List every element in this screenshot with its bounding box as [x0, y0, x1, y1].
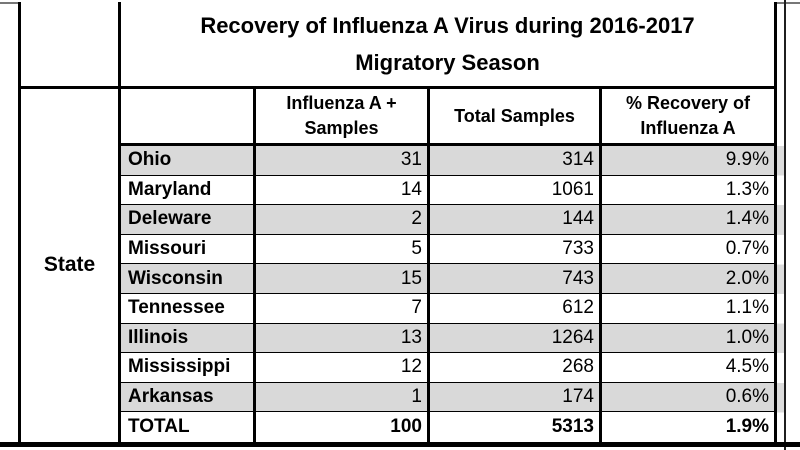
- pct-cell: 1.4%: [602, 205, 774, 235]
- positive-cell: 15: [256, 264, 430, 294]
- total-row-label: TOTAL: [121, 412, 256, 442]
- pct-cell: 0.6%: [602, 382, 774, 413]
- total-cell: 268: [430, 353, 602, 383]
- state-cell: Ohio: [121, 146, 256, 176]
- positive-cell: 1: [256, 382, 430, 413]
- total-cell: 1061: [430, 175, 602, 206]
- pct-cell: 1.3%: [602, 176, 774, 206]
- positive-cell: 100: [256, 412, 430, 442]
- state-cell: Illinois: [121, 323, 256, 354]
- state-cell: Tennessee: [121, 293, 256, 324]
- pct-cell: 4.5%: [602, 353, 774, 383]
- total-cell: 5313: [430, 412, 602, 442]
- state-cell: Wisconsin: [121, 264, 256, 294]
- positive-cell: 2: [256, 205, 430, 235]
- state-column-header: [121, 89, 256, 146]
- total-cell: 733: [430, 234, 602, 265]
- title-line-2: Migratory Season: [355, 50, 540, 75]
- row-group-label: State: [21, 89, 121, 442]
- pct-cell: 0.7%: [602, 235, 774, 265]
- total-cell: 612: [430, 293, 602, 324]
- total-cell: 743: [430, 264, 602, 294]
- positive-samples-header: Influenza A + Samples: [256, 89, 430, 146]
- pct-cell: 2.0%: [602, 264, 774, 294]
- title-line-1: Recovery of Influenza A Virus during 201…: [200, 13, 695, 38]
- positive-cell: 31: [256, 146, 430, 176]
- positive-cell: 5: [256, 234, 430, 265]
- pct-cell: 1.1%: [602, 294, 774, 324]
- positive-cell: 7: [256, 293, 430, 324]
- state-cell: Mississippi: [121, 353, 256, 383]
- total-samples-header: Total Samples: [430, 89, 602, 146]
- influenza-recovery-table: Recovery of Influenza A Virus during 201…: [18, 2, 777, 442]
- pct-cell: 9.9%: [602, 146, 774, 176]
- state-cell: Missouri: [121, 234, 256, 265]
- state-cell: Deleware: [121, 205, 256, 235]
- pct-recovery-header: % Recovery of Influenza A: [602, 89, 774, 146]
- total-cell: 144: [430, 205, 602, 235]
- pct-cell: 1.0%: [602, 323, 774, 354]
- row-stripe-overflow: [777, 146, 784, 442]
- state-cell: Arkansas: [121, 382, 256, 413]
- corner-cell: [21, 2, 121, 89]
- table-title: Recovery of Influenza A Virus during 201…: [121, 2, 774, 89]
- total-cell: 314: [430, 146, 602, 176]
- bottom-border-line: [0, 442, 800, 447]
- pct-cell: 1.9%: [725, 416, 769, 438]
- positive-cell: 14: [256, 175, 430, 206]
- positive-cell: 13: [256, 323, 430, 354]
- positive-cell: 12: [256, 353, 430, 383]
- total-cell: 1264: [430, 323, 602, 354]
- right-gridline: [784, 0, 786, 450]
- total-cell: 174: [430, 382, 602, 413]
- state-cell: Maryland: [121, 175, 256, 206]
